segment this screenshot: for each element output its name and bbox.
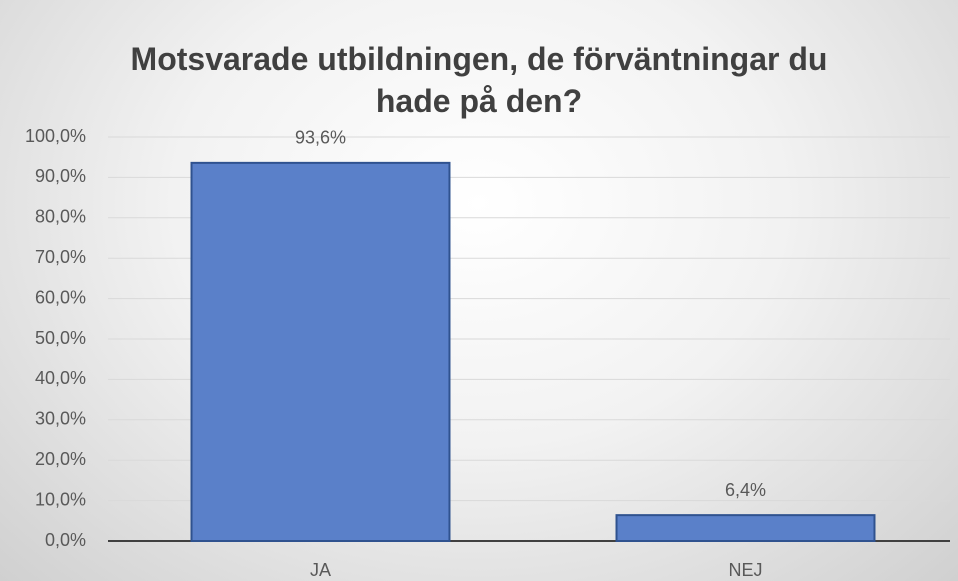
y-tick-label: 100,0% [25, 126, 86, 146]
y-tick-label: 50,0% [35, 328, 86, 348]
y-tick-label: 0,0% [45, 530, 86, 550]
chart-title: Motsvarade utbildningen, de förväntninga… [130, 41, 828, 119]
y-tick-label: 70,0% [35, 247, 86, 267]
y-tick-label: 90,0% [35, 166, 86, 186]
y-tick-label: 30,0% [35, 409, 86, 429]
y-tick-label: 80,0% [35, 207, 86, 227]
y-tick-label: 40,0% [35, 368, 86, 388]
bar [190, 161, 451, 543]
x-tick-label: JA [310, 560, 331, 580]
data-label: 93,6% [295, 128, 346, 148]
y-tick-label: 20,0% [35, 449, 86, 469]
x-tick-label: NEJ [728, 560, 762, 580]
bar [615, 514, 876, 542]
y-tick-label: 10,0% [35, 489, 86, 509]
y-tick-label: 60,0% [35, 287, 86, 307]
data-label: 6,4% [725, 480, 766, 500]
